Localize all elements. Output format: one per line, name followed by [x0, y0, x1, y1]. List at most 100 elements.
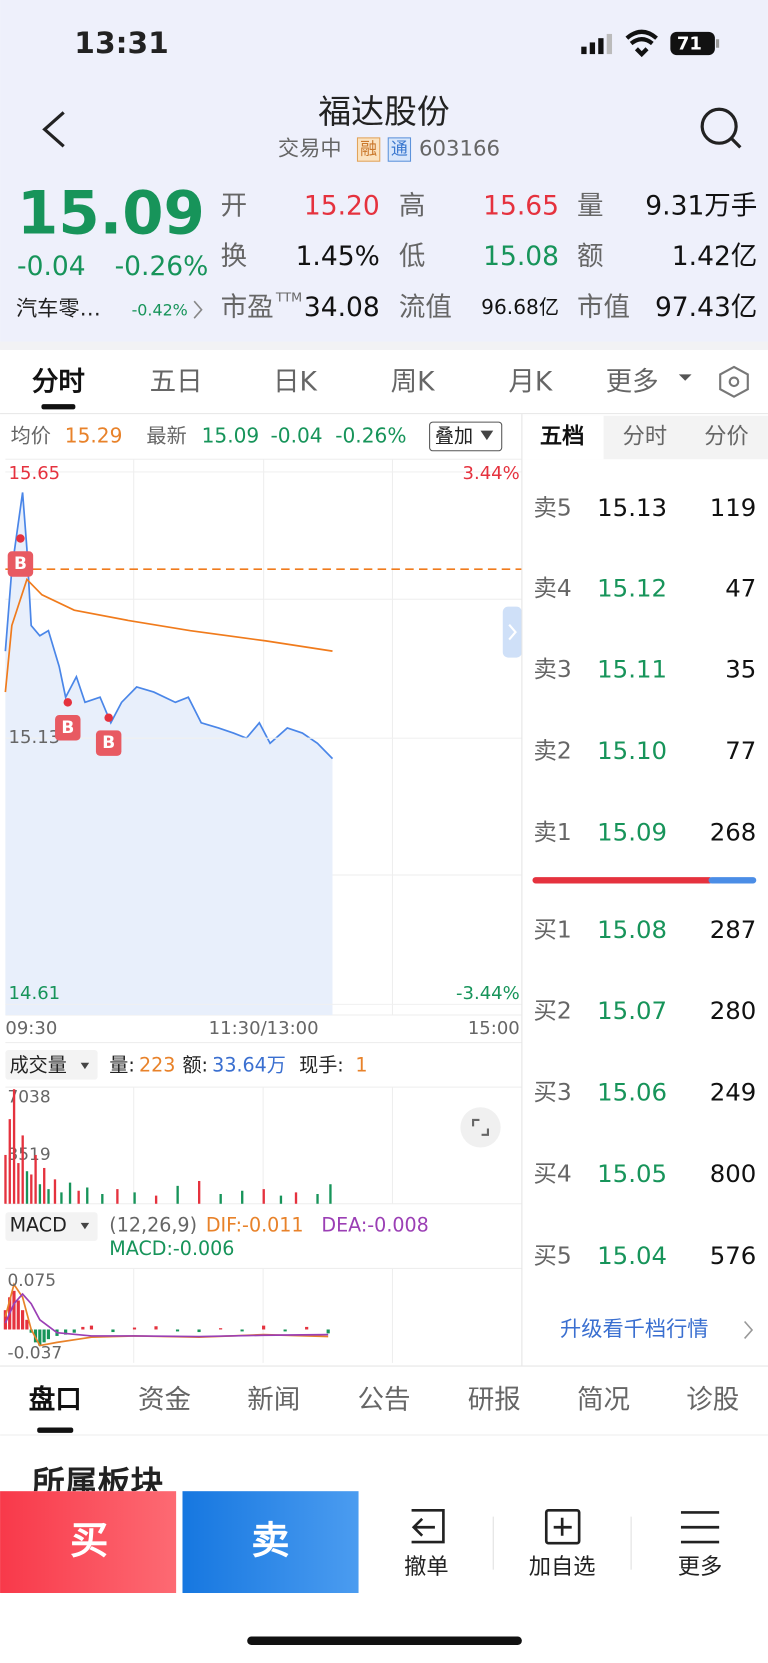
- amount-label: 额:: [182, 1053, 208, 1076]
- macd-bar: [305, 1326, 309, 1330]
- signal-icon: [581, 33, 613, 55]
- trade-marker-label: B: [102, 732, 115, 752]
- volume-bar: [25, 1171, 29, 1204]
- volume-bar: [241, 1190, 244, 1204]
- x-tick-label: 15:00: [468, 1018, 520, 1039]
- sell-label: 卖: [251, 1520, 289, 1564]
- volume-bar: [68, 1182, 72, 1204]
- volume-bar: [47, 1189, 50, 1204]
- stat-label: 额: [577, 241, 603, 272]
- order-price: 15.11: [597, 654, 667, 683]
- stock-code: 603166: [419, 137, 500, 162]
- volume-bar: [43, 1167, 46, 1204]
- buy-button[interactable]: [0, 1491, 177, 1594]
- order-tab[interactable]: 分价: [704, 423, 749, 449]
- detail-tab[interactable]: 资金: [138, 1385, 191, 1416]
- detail-tab[interactable]: 简况: [577, 1385, 630, 1416]
- detail-tab[interactable]: 公告: [358, 1385, 411, 1416]
- order-tab[interactable]: 分时: [623, 423, 668, 449]
- price-change-pct: -0.26%: [115, 251, 209, 282]
- volume-bar: [176, 1185, 179, 1204]
- overlay-button[interactable]: [429, 421, 503, 452]
- indicator-selector[interactable]: [5, 1049, 98, 1080]
- stock-name: 福达股份: [318, 92, 449, 131]
- stat-value: 15.08: [483, 241, 559, 272]
- order-price: 15.09: [597, 818, 667, 847]
- y2-tick-label: -3.44%: [456, 983, 520, 1004]
- y-tick-label: 15.13: [9, 727, 61, 748]
- order-volume: 287: [710, 915, 757, 944]
- avg-line: [4, 577, 333, 693]
- volume-bar: [38, 1184, 42, 1204]
- volume-bar: [294, 1192, 298, 1204]
- search-button[interactable]: [700, 107, 742, 149]
- stat-value: 15.20: [304, 190, 380, 221]
- y2-tick-label: 3.44%: [463, 463, 520, 484]
- badge: 融: [360, 139, 377, 159]
- detail-tab[interactable]: 盘口: [29, 1385, 82, 1416]
- x-tick-label: 09:30: [5, 1018, 57, 1039]
- macd-bar: [12, 1290, 16, 1330]
- trade-marker[interactable]: [7, 551, 34, 577]
- stat-value: 15.65: [483, 190, 559, 221]
- trade-dot: [16, 534, 25, 543]
- order-volume: 77: [725, 736, 756, 765]
- action-label[interactable]: 撤单: [404, 1554, 449, 1580]
- order-volume: 268: [710, 818, 757, 847]
- battery-level: 71: [677, 34, 702, 55]
- macd-bar: [72, 1329, 76, 1333]
- macd-value: MACD:-0.006: [109, 1237, 234, 1260]
- overlay-label: 叠加: [435, 424, 473, 447]
- dea-value: DEA:-0.008: [321, 1214, 428, 1237]
- action-label[interactable]: 更多: [678, 1554, 723, 1580]
- stat-label-sup: TTM: [275, 290, 302, 305]
- trade-marker-label: B: [61, 717, 74, 737]
- period-tab[interactable]: 日K: [273, 366, 317, 397]
- period-tab[interactable]: 分时: [32, 366, 85, 397]
- action-label[interactable]: 加自选: [529, 1554, 596, 1580]
- macd-bar: [89, 1325, 94, 1330]
- macd-bar: [326, 1329, 330, 1334]
- volume-bar: [21, 1135, 24, 1204]
- expand-button[interactable]: [460, 1107, 501, 1148]
- period-tab[interactable]: 更多: [606, 366, 659, 397]
- trade-marker[interactable]: [95, 730, 122, 756]
- upgrade-link[interactable]: 升级看千档行情: [560, 1317, 708, 1342]
- indicator-selector[interactable]: [5, 1212, 98, 1241]
- order-label: 卖3: [534, 655, 572, 683]
- expand-icon: [472, 1118, 489, 1136]
- order-label: 卖1: [534, 818, 572, 846]
- period-tab[interactable]: 周K: [391, 366, 436, 397]
- back-button[interactable]: [42, 111, 65, 148]
- detail-tab[interactable]: 研报: [468, 1385, 521, 1416]
- trade-marker[interactable]: [55, 715, 81, 741]
- volume-bar: [133, 1192, 136, 1204]
- y-tick-label: 0.075: [7, 1270, 56, 1290]
- sector-name[interactable]: 汽车零…: [16, 297, 101, 322]
- volume-bar: [197, 1180, 201, 1204]
- period-tab[interactable]: 月K: [508, 366, 553, 397]
- buy-label: 买: [70, 1520, 108, 1564]
- settings-icon[interactable]: [719, 365, 749, 398]
- macd-bar: [175, 1329, 180, 1332]
- detail-tab[interactable]: 诊股: [686, 1385, 739, 1416]
- hand-value: 1: [355, 1053, 367, 1076]
- order-price: 15.13: [597, 493, 667, 522]
- volume-bar: [86, 1187, 89, 1204]
- charts: 09:30 11:30/13:00 15:00 14.61 15.13 15.65 3.44…: [3, 459, 522, 1362]
- stat-label: 开: [221, 190, 248, 221]
- order-volume: 800: [710, 1159, 757, 1188]
- order-price: 15.10: [597, 736, 667, 765]
- volume-bar: [4, 1154, 7, 1204]
- stat-label: 市值: [577, 292, 630, 323]
- macd-bar: [262, 1325, 266, 1330]
- detail-tab[interactable]: 新闻: [247, 1385, 300, 1416]
- order-tab[interactable]: 五档: [540, 423, 585, 449]
- macd-bar: [25, 1319, 29, 1330]
- dropdown-arrow: [480, 430, 494, 441]
- stat-label: 换: [221, 241, 248, 272]
- sell-button[interactable]: [182, 1491, 359, 1594]
- period-tab[interactable]: 五日: [150, 366, 203, 397]
- side-handle[interactable]: [502, 606, 522, 658]
